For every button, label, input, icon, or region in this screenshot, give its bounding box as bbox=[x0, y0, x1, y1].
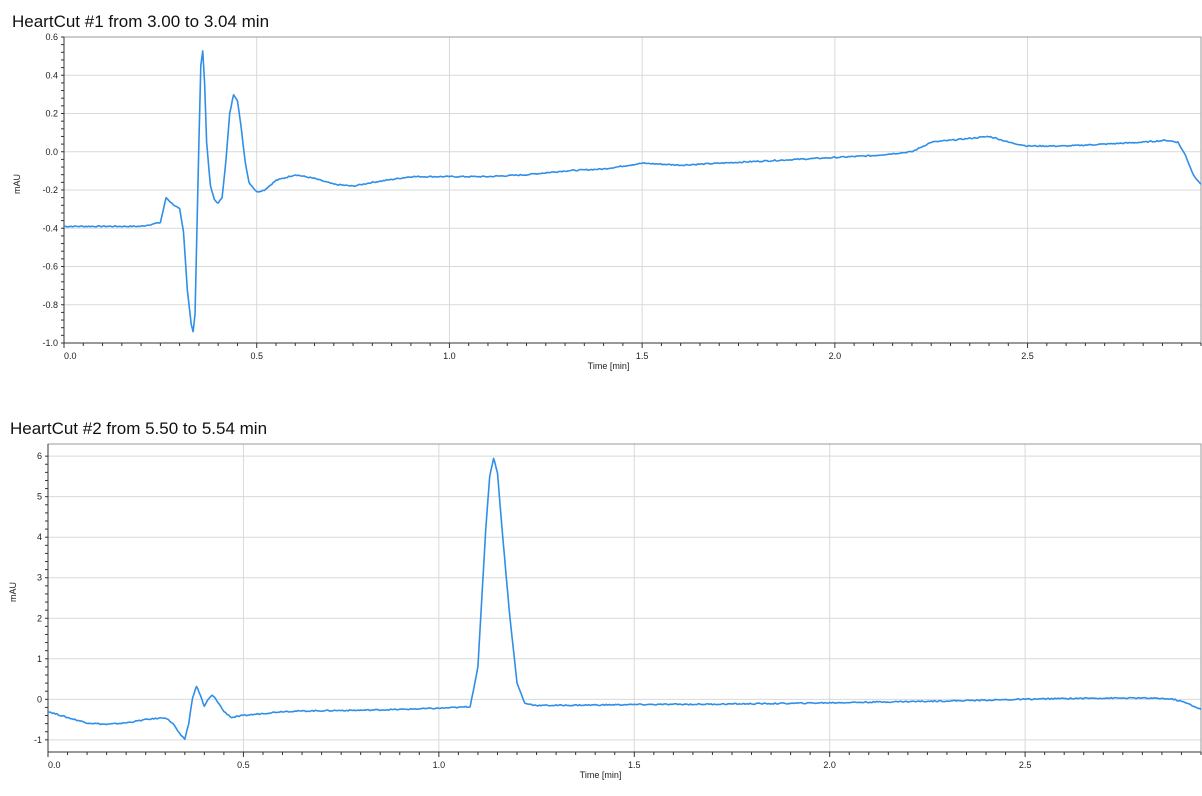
x-tick-label: 0.0 bbox=[64, 351, 77, 361]
y-tick-label: 0.6 bbox=[45, 32, 58, 42]
x-tick-label: 1.0 bbox=[443, 351, 456, 361]
x-tick-label: 1.5 bbox=[628, 760, 641, 770]
x-tick-label: 0.0 bbox=[48, 760, 61, 770]
y-tick-label: -0.6 bbox=[42, 262, 58, 272]
x-tick-label: 0.5 bbox=[250, 351, 263, 361]
x-axis-label: Time [min] bbox=[588, 361, 630, 371]
x-tick-label: 2.0 bbox=[823, 760, 836, 770]
y-tick-label: 0.0 bbox=[45, 147, 58, 157]
chart-1-title: HeartCut #1 from 3.00 to 3.04 min bbox=[12, 12, 270, 31]
series-line bbox=[47, 457, 1202, 741]
y-tick-label: -0.2 bbox=[42, 185, 58, 195]
y-tick-label: 5 bbox=[37, 492, 42, 502]
x-tick-label: 0.5 bbox=[237, 760, 250, 770]
y-tick-label: 0.2 bbox=[45, 109, 58, 119]
y-tick-label: 6 bbox=[37, 451, 42, 461]
x-tick-label: 1.5 bbox=[636, 351, 649, 361]
y-tick-label: 0.4 bbox=[45, 70, 58, 80]
y-tick-label: -1.0 bbox=[42, 338, 58, 348]
x-tick-label: 2.0 bbox=[829, 351, 842, 361]
y-tick-label: 2 bbox=[37, 613, 42, 623]
x-axis-label: Time [min] bbox=[580, 770, 622, 780]
x-tick-label: 2.5 bbox=[1021, 351, 1034, 361]
chart-2-title: HeartCut #2 from 5.50 to 5.54 min bbox=[10, 419, 268, 438]
y-axis-label: mAU bbox=[8, 582, 18, 602]
y-tick-label: -1 bbox=[34, 735, 42, 745]
chart-2: 0.0 0.5 1.0 1.5 2.0 2.5 6 5 4 3 2 1 0 -1 Time [min] mAU bbox=[8, 443, 1202, 780]
y-axis-label: mAU bbox=[12, 174, 22, 194]
y-tick-label: -0.4 bbox=[42, 223, 58, 233]
x-tick-label: 1.0 bbox=[433, 760, 446, 770]
y-tick-label: 3 bbox=[37, 573, 42, 583]
y-tick-label: 4 bbox=[37, 532, 42, 542]
x-tick-label: 2.5 bbox=[1019, 760, 1032, 770]
y-tick-label: 1 bbox=[37, 654, 42, 664]
series-line bbox=[63, 50, 1202, 333]
y-tick-label: -0.8 bbox=[42, 300, 58, 310]
y-tick-label: 0 bbox=[37, 694, 42, 704]
